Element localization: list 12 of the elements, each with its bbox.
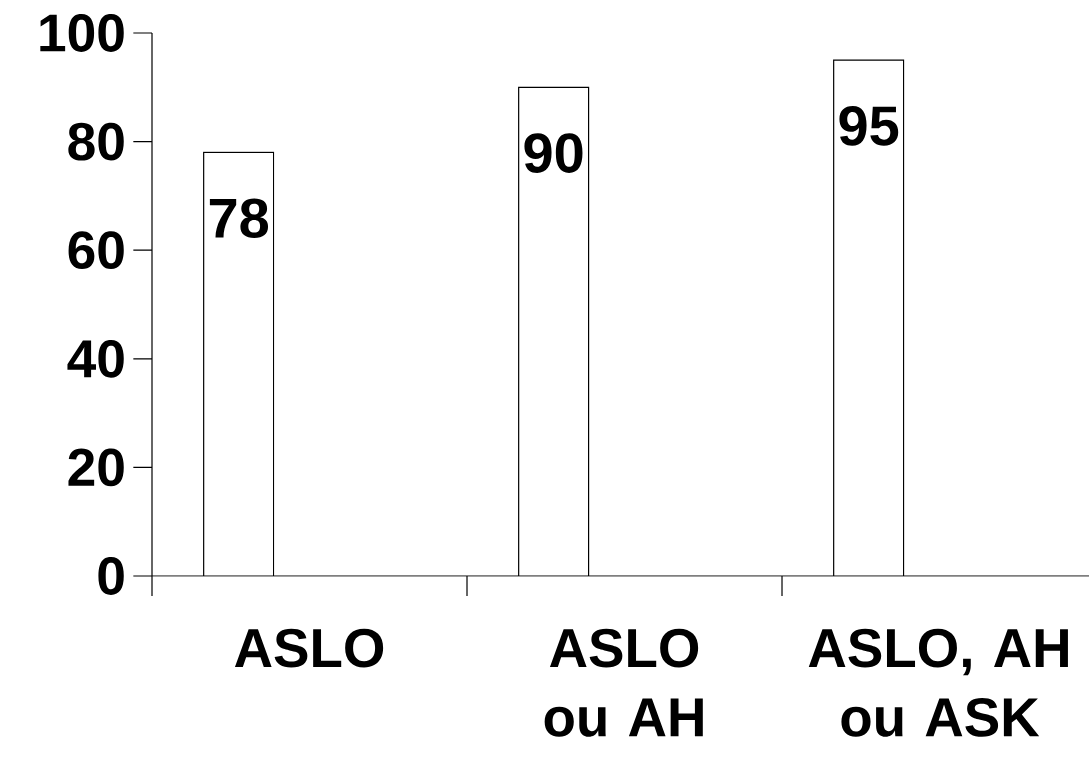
y-tick-label: 20 bbox=[68, 448, 124, 487]
data-label: 90 bbox=[524, 133, 583, 173]
y-tick-label: 80 bbox=[68, 122, 124, 161]
x-tick-label: ASLO bbox=[234, 628, 384, 668]
data-label: 95 bbox=[839, 106, 899, 146]
y-tick-label: 60 bbox=[68, 231, 124, 270]
x-tick-label: ASLO ou AH bbox=[544, 628, 703, 737]
y-tick-label: 0 bbox=[98, 557, 124, 595]
data-label: 78 bbox=[209, 198, 269, 239]
y-tick-label: 40 bbox=[67, 339, 124, 378]
y-tick-label: 100 bbox=[40, 14, 124, 52]
x-tick-label: ASLO, AH ou ASK bbox=[808, 628, 1068, 737]
